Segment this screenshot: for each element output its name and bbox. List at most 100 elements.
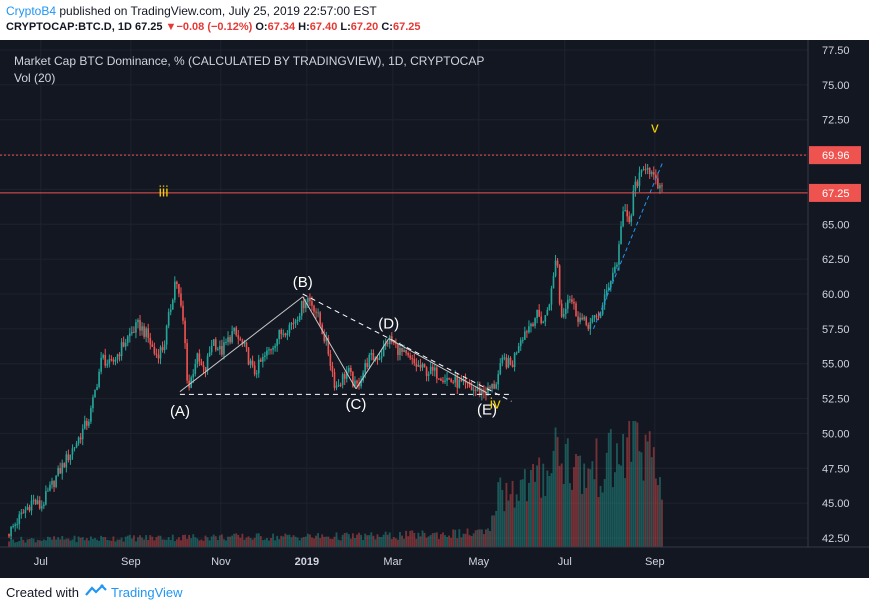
close-label: C:: [381, 21, 393, 33]
candle-body: [110, 359, 113, 361]
candle-body: [335, 385, 338, 388]
tradingview-brand[interactable]: TradingView: [110, 585, 183, 600]
candle-body: [657, 178, 659, 189]
candle-body: [45, 491, 47, 505]
candle-body: [329, 354, 332, 367]
volume-bar: [204, 535, 207, 547]
volume-bar: [497, 482, 500, 547]
volume-bar: [450, 537, 453, 547]
volume-bar: [77, 536, 80, 547]
volume-bar: [376, 534, 379, 547]
volume-bar: [253, 537, 256, 547]
volume-bar: [390, 539, 393, 547]
candle-body: [425, 367, 428, 376]
volume-bar: [180, 540, 182, 547]
volume-bar: [319, 538, 322, 547]
candle-body: [503, 357, 506, 359]
candle-body: [401, 347, 403, 352]
volume-bar: [650, 457, 653, 547]
candle-body: [378, 358, 381, 360]
candle-body: [47, 490, 49, 492]
volume-bar: [485, 529, 487, 547]
candle-body: [147, 328, 150, 338]
price-chart[interactable]: (A) (B) (C) (D) (E) iii iv v Market Cap BTC Dom…: [0, 40, 869, 578]
candle-body: [652, 171, 655, 175]
created-with-text: Created with: [6, 585, 79, 600]
volume-bar: [509, 494, 512, 547]
volume-bar: [235, 533, 238, 547]
candle-body: [472, 389, 475, 391]
chart-title: Market Cap BTC Dominance, % (CALCULATED …: [14, 54, 484, 68]
candle-body: [178, 284, 180, 294]
candle-body: [81, 428, 84, 440]
volume-bar: [218, 535, 221, 547]
candle-body: [530, 323, 532, 327]
volume-bar: [501, 490, 504, 547]
candle-body: [298, 315, 301, 321]
candle-body: [290, 323, 293, 325]
candle-body: [243, 342, 246, 344]
volume-bar: [431, 533, 434, 547]
volume-bar: [560, 463, 563, 547]
volume-bar: [573, 467, 575, 547]
candle-body: [57, 468, 59, 476]
author-link[interactable]: CryptoB4: [6, 4, 57, 18]
candle-body: [67, 454, 70, 461]
candle-body: [98, 371, 100, 387]
candle-body: [505, 357, 508, 368]
candle-body: [194, 363, 197, 374]
time-tick-label: Sep: [645, 556, 665, 568]
candle-body: [143, 326, 145, 337]
volume-bar: [190, 538, 193, 547]
candle-body: [165, 325, 168, 345]
volume-bar: [157, 535, 160, 547]
published-text: published on TradingView.com, July 25, 2…: [56, 4, 377, 18]
volume-bar: [411, 530, 414, 547]
volume-bar: [245, 537, 248, 547]
price-tick-label: 57.50: [822, 324, 850, 336]
volume-bar: [306, 533, 309, 547]
candle-body: [85, 420, 88, 426]
candle-body: [556, 260, 559, 266]
candle-body: [292, 323, 295, 325]
time-tick-label: Jul: [558, 556, 572, 568]
candle-body: [278, 329, 281, 339]
candle-body: [223, 342, 225, 355]
candle-body: [116, 354, 119, 360]
time-axis[interactable]: Jul Sep Nov 2019 Mar May Jul Sep: [34, 556, 665, 568]
volume-bar: [333, 536, 336, 547]
volume-bar: [519, 479, 522, 547]
candle-body: [202, 365, 205, 368]
volume-bar: [14, 542, 17, 547]
candle-body: [141, 326, 143, 331]
volume-bar: [42, 539, 45, 547]
candle-body: [219, 346, 221, 350]
candle-body: [427, 374, 430, 376]
candle-body: [370, 353, 373, 355]
candle-body: [231, 331, 233, 343]
candle-body: [552, 275, 555, 289]
candle-body: [397, 343, 399, 356]
candle-body: [493, 383, 495, 389]
volume-bar: [351, 533, 354, 547]
candle-body: [593, 315, 596, 319]
volume-bar: [8, 541, 10, 547]
volume-bar: [439, 534, 442, 547]
candle-body: [403, 349, 405, 352]
volume-bar: [534, 481, 536, 547]
price-axis[interactable]: 42.50 45.00 47.50 50.00 52.50 55.00 57.50 60.00…: [809, 45, 861, 545]
volume-bar: [542, 463, 545, 547]
candle-body: [511, 364, 514, 367]
candle-body: [376, 357, 379, 360]
trendlines: [179, 161, 664, 402]
candle-body: [485, 392, 487, 396]
volume-bar: [585, 487, 588, 547]
volume-bar: [278, 539, 281, 547]
volume-bar: [94, 537, 96, 547]
chart-background: [0, 40, 869, 578]
volume-bars: [8, 421, 663, 547]
volume-bar: [315, 535, 317, 547]
volume-bar: [570, 489, 573, 547]
candle-body: [573, 302, 575, 304]
candle-body: [264, 355, 266, 357]
